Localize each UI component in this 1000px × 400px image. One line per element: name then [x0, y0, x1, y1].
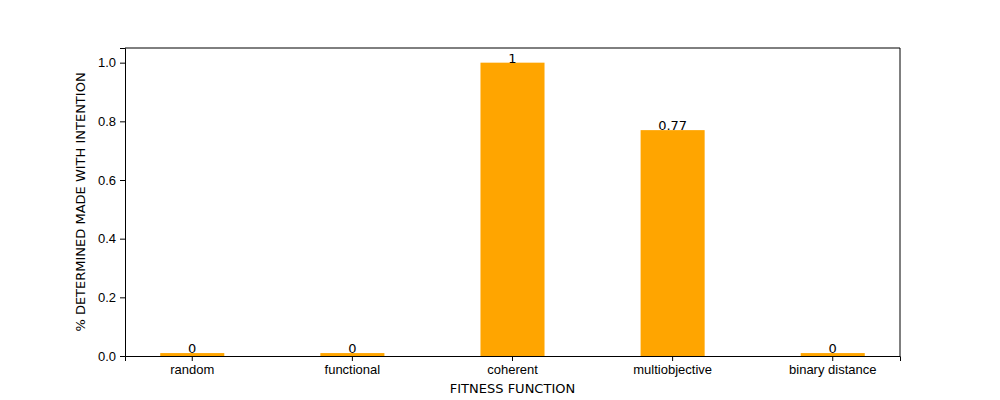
y-tick: 0.8 [98, 114, 125, 129]
x-tick-label: functional [325, 362, 381, 377]
x-tick-label: multiobjective [633, 362, 712, 377]
y-tick-label: 0.0 [98, 349, 116, 364]
x-tick-mark [352, 356, 353, 361]
data-labels: 0 0 1 0.77 0 [188, 51, 837, 356]
data-label: 1 [508, 51, 516, 66]
x-axis: random functional coherent multiobjective bi… [126, 356, 901, 377]
y-tick-mark [120, 356, 125, 357]
x-tick: binary distance [789, 356, 876, 377]
frame-top [125, 48, 900, 49]
x-tick-label: coherent [487, 362, 538, 377]
x-tick-mark [832, 356, 833, 361]
x-tick: multiobjective [633, 356, 712, 377]
y-axis-line [120, 49, 126, 357]
y-tick-mark [120, 297, 125, 298]
frame-right [900, 48, 901, 356]
bars [160, 63, 865, 356]
y-tick-label: 0.8 [98, 114, 116, 129]
y-tick-label: 0.6 [98, 173, 116, 188]
bar [480, 63, 544, 356]
y-axis: 0.0 0.2 0.4 0.6 0.8 1.0 [98, 49, 126, 364]
chart: 0.0 0.2 0.4 0.6 0.8 1.0 random functional cohere… [0, 0, 1000, 400]
y-axis-title: % DETERMINED MADE WITH INTENTION [73, 72, 88, 331]
data-label: 0 [188, 341, 196, 356]
x-tick: random [170, 356, 214, 377]
y-tick-mark [120, 239, 125, 240]
y-tick: 0.2 [98, 290, 125, 305]
bar [641, 130, 705, 356]
x-tick: functional [325, 356, 381, 377]
data-label: 0 [348, 341, 356, 356]
y-tick-label: 1.0 [98, 55, 116, 70]
x-tick-mark [672, 356, 673, 361]
data-label: 0.77 [658, 118, 687, 133]
data-label: 0 [829, 341, 837, 356]
x-axis-title: FITNESS FUNCTION [450, 381, 575, 396]
y-tick-mark [120, 180, 125, 181]
y-tick-label: 0.2 [98, 290, 116, 305]
x-tick-label: random [170, 362, 214, 377]
y-tick: 0.4 [98, 231, 125, 246]
y-tick: 1.0 [98, 55, 125, 70]
y-tick-mark [120, 121, 125, 122]
x-tick-mark [192, 356, 193, 361]
x-tick-label: binary distance [789, 362, 876, 377]
x-tick-mark [512, 356, 513, 361]
y-tick: 0.0 [98, 349, 125, 364]
y-tick-mark [120, 63, 125, 64]
x-axis-line [126, 357, 901, 362]
plot-area: 0.0 0.2 0.4 0.6 0.8 1.0 random functional cohere… [98, 48, 901, 377]
y-tick-label: 0.4 [98, 231, 116, 246]
y-tick: 0.6 [98, 173, 125, 188]
x-tick: coherent [487, 356, 538, 377]
